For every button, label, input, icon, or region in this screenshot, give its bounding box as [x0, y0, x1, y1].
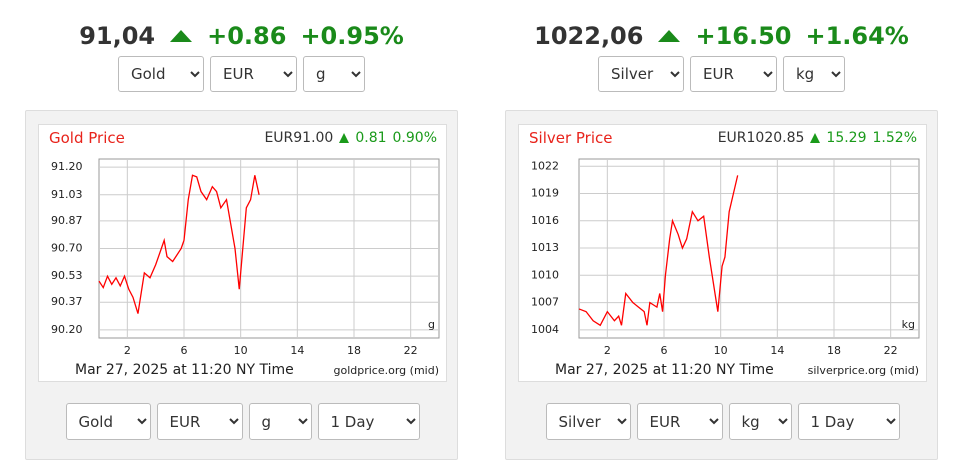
timestamp: Mar 27, 2025 at 11:20 NY Time: [75, 362, 294, 378]
y-tick-label: 1004: [531, 323, 559, 336]
y-tick-label: 90.20: [51, 323, 83, 336]
dropdown[interactable]: 1 Day: [317, 403, 420, 440]
up-arrow: [810, 133, 821, 143]
chart-panel: 1004 1007 1010 1013 1016 1019 1022 2 6 10 14 18 22 kg…: [505, 110, 938, 460]
y-tick-label: 90.87: [51, 214, 83, 227]
dropdown[interactable]: Silver: [598, 56, 684, 92]
x-tick-label: 10: [714, 344, 728, 357]
chart: 1004 1007 1010 1013 1016 1019 1022 2 6 10 14 18 22 kg…: [531, 158, 920, 378]
y-tick-label: 90.53: [51, 269, 83, 282]
y-tick-label: 1016: [531, 214, 559, 227]
chart-title: Gold Price: [49, 129, 125, 147]
source: silverprice.org (mid): [808, 364, 919, 377]
x-tick-label: 6: [661, 344, 668, 357]
chart-change: 15.29: [826, 130, 867, 146]
up-arrow-icon: [658, 30, 681, 42]
top-selects: Gold EUR g: [25, 56, 458, 92]
source: goldprice.org (mid): [334, 364, 440, 377]
y-tick-label: 1022: [531, 159, 559, 172]
dropdown[interactable]: Gold: [65, 403, 151, 440]
chart-panel: 90.20 90.37 90.53 90.70 90.87 91.03 91.20 2 6 10 1…: [25, 110, 458, 460]
dropdown[interactable]: 1 Day: [797, 403, 900, 440]
x-tick-label: 14: [290, 344, 304, 357]
up-arrow-icon: [339, 133, 350, 143]
x-tick-label: 18: [827, 344, 841, 357]
top-selects: Silver EUR kg: [505, 56, 938, 92]
price-header: 1022,06 +16.50 +1.64%: [505, 14, 938, 58]
change-percent: +0.95%: [300, 22, 404, 50]
chart-change-percent: 1.52%: [872, 130, 917, 146]
y-tick-label: 91.03: [51, 188, 83, 201]
change: +0.86: [207, 22, 287, 50]
dropdown[interactable]: g: [248, 403, 312, 440]
chart-price: EUR1020.85: [717, 130, 805, 146]
y-tick-label: 90.37: [51, 295, 83, 308]
up-arrow: [658, 30, 681, 42]
up-arrow-icon: [170, 30, 193, 42]
bottom-selects: Silver EUR kg 1 Day: [506, 403, 939, 440]
timestamp: Mar 27, 2025 at 11:20 NY Time: [555, 362, 774, 378]
dropdown[interactable]: EUR: [156, 403, 243, 440]
chart-title: Silver Price: [529, 129, 613, 147]
x-tick-label: 18: [347, 344, 361, 357]
dropdown[interactable]: EUR: [210, 56, 297, 92]
dropdown[interactable]: EUR: [636, 403, 723, 440]
x-tick-label: 6: [181, 344, 188, 357]
chart-header: Gold Price EUR91.00 0.81 0.90%: [49, 129, 437, 147]
chart-change: 0.81: [355, 130, 387, 146]
y-tick-label: 1010: [531, 268, 559, 281]
x-tick-label: 14: [770, 344, 784, 357]
unit-label: g: [428, 318, 435, 331]
price-line: [578, 175, 739, 327]
chart-header: Silver Price EUR1020.85 15.29 1.52%: [529, 129, 917, 147]
price-header: 91,04 +0.86 +0.95%: [25, 14, 458, 58]
y-tick-label: 91.20: [51, 160, 83, 173]
chart-change-percent: 0.90%: [392, 130, 437, 146]
y-tick-label: 1019: [531, 187, 559, 200]
y-tick-label: 1007: [531, 296, 559, 309]
dropdown[interactable]: Silver: [545, 403, 631, 440]
price-line: [98, 174, 260, 314]
y-tick-label: 1013: [531, 241, 559, 254]
dropdown[interactable]: EUR: [690, 56, 777, 92]
y-tick-label: 90.70: [51, 242, 83, 255]
x-tick-label: 22: [404, 344, 418, 357]
change: +16.50: [695, 22, 792, 50]
up-arrow: [170, 30, 193, 42]
spot-price: 1022,06: [534, 22, 644, 50]
spot-price: 91,04: [79, 22, 156, 50]
up-arrow: [339, 133, 350, 143]
dropdown[interactable]: g: [303, 56, 365, 92]
x-tick-label: 2: [124, 344, 131, 357]
dropdown[interactable]: kg: [728, 403, 792, 440]
up-arrow-icon: [810, 133, 821, 143]
dropdown[interactable]: kg: [783, 56, 845, 92]
chart-quote: EUR1020.85 15.29 1.52%: [718, 130, 917, 146]
chart: 90.20 90.37 90.53 90.70 90.87 91.03 91.20 2 6 10 1…: [51, 158, 440, 378]
bottom-selects: Gold EUR g 1 Day: [26, 403, 459, 440]
x-tick-label: 22: [884, 344, 898, 357]
dropdown[interactable]: Gold: [118, 56, 204, 92]
x-tick-label: 10: [234, 344, 248, 357]
chart-price: EUR91.00: [264, 130, 334, 146]
chart-box: 1004 1007 1010 1013 1016 1019 1022 2 6 10 14 18 22 kg…: [518, 124, 927, 382]
chart-box: 90.20 90.37 90.53 90.70 90.87 91.03 91.20 2 6 10 1…: [38, 124, 447, 382]
unit-label: kg: [902, 318, 915, 331]
chart-quote: EUR91.00 0.81 0.90%: [264, 130, 437, 146]
x-tick-label: 2: [604, 344, 611, 357]
change-percent: +1.64%: [805, 22, 909, 50]
